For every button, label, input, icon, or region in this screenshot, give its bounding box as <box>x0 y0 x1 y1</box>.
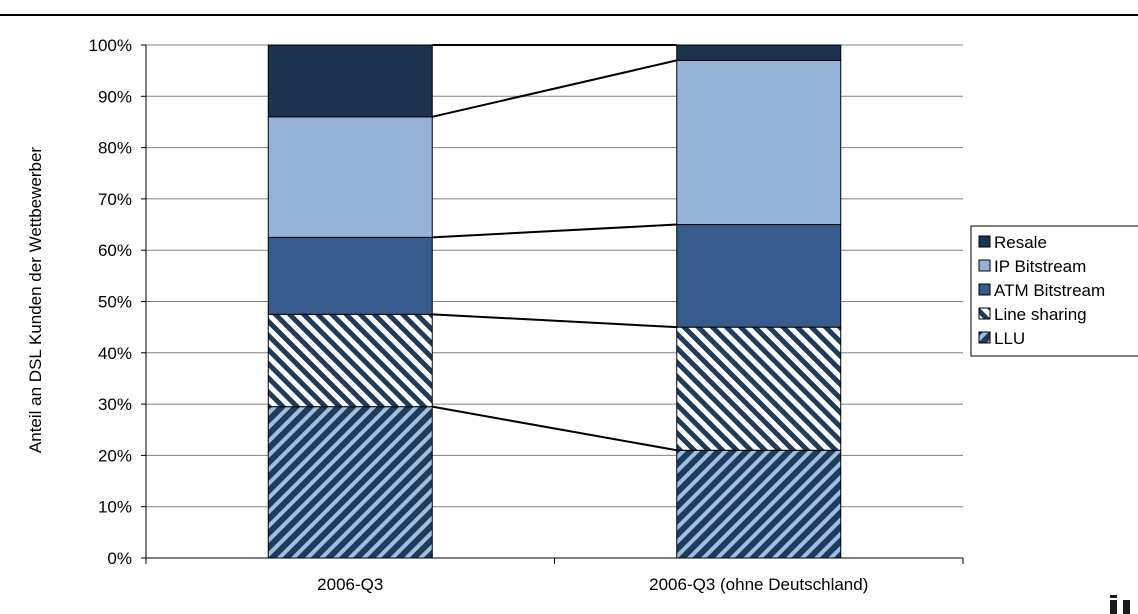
x-category-label: 2006-Q3 <box>317 575 383 594</box>
legend-swatch-line-sharing <box>978 307 991 320</box>
bar-segment-line-sharing <box>676 326 842 451</box>
y-axis-label: Anteil an DSL Kunden der Wettbewerber <box>26 147 45 454</box>
y-tick-label: 30% <box>98 395 132 414</box>
legend-label-ip-bitstream: IP Bitstream <box>994 257 1086 276</box>
axes <box>145 45 964 564</box>
bar-segment-resale <box>267 44 433 118</box>
bar-segment-atm-bitstream <box>676 224 842 328</box>
legend-swatch-ip-bitstream <box>978 259 991 272</box>
legend-swatch-llu <box>978 331 991 344</box>
legend-swatch-resale <box>978 235 991 248</box>
y-tick-label: 50% <box>98 293 132 312</box>
legend: Resale IP Bitstream ATM Bitstream Line shar… <box>970 225 1138 357</box>
bar-segment-ip-bitstream <box>267 116 433 238</box>
series-lines <box>432 44 677 452</box>
y-tick-label: 0% <box>107 549 132 568</box>
bar-segment-llu <box>676 449 842 559</box>
series-line-line-sharing <box>432 313 677 329</box>
y-tick-label: 90% <box>98 87 132 106</box>
y-tick-label: 60% <box>98 241 132 260</box>
x-category-labels: 2006-Q3 2006-Q3 (ohne Deutschland) <box>317 575 868 594</box>
series-line-llu <box>432 405 677 452</box>
y-tick-label: 10% <box>98 498 132 517</box>
y-tick-labels: 0% 10% 20% 30% 40% 50% 60% 70% 80% 90% 100% <box>89 36 146 568</box>
legend-label-resale: Resale <box>994 233 1047 252</box>
legend-label-atm-bitstream: ATM Bitstream <box>994 281 1105 300</box>
bar-segment-line-sharing <box>267 313 433 408</box>
y-tick-label: 40% <box>98 344 132 363</box>
bar-segment-atm-bitstream <box>267 236 433 315</box>
y-tick-label: 80% <box>98 139 132 158</box>
logo-mark <box>1110 595 1130 614</box>
bar-segment-ip-bitstream <box>676 59 842 226</box>
bar-segments <box>267 44 842 559</box>
series-line-atm-bitstream <box>432 223 677 239</box>
bar-segment-llu <box>267 406 433 559</box>
x-category-label: 2006-Q3 (ohne Deutschland) <box>649 575 868 594</box>
legend-label-llu: LLU <box>994 329 1025 348</box>
legend-swatch-atm-bitstream <box>978 283 991 296</box>
legend-frame <box>970 225 1138 357</box>
legend-label-line-sharing: Line sharing <box>994 305 1087 324</box>
bar-segment-resale <box>676 44 842 61</box>
y-tick-label: 20% <box>98 446 132 465</box>
y-tick-label: 70% <box>98 190 132 209</box>
y-tick-label: 100% <box>89 36 132 55</box>
series-line-ip-bitstream <box>432 59 677 118</box>
